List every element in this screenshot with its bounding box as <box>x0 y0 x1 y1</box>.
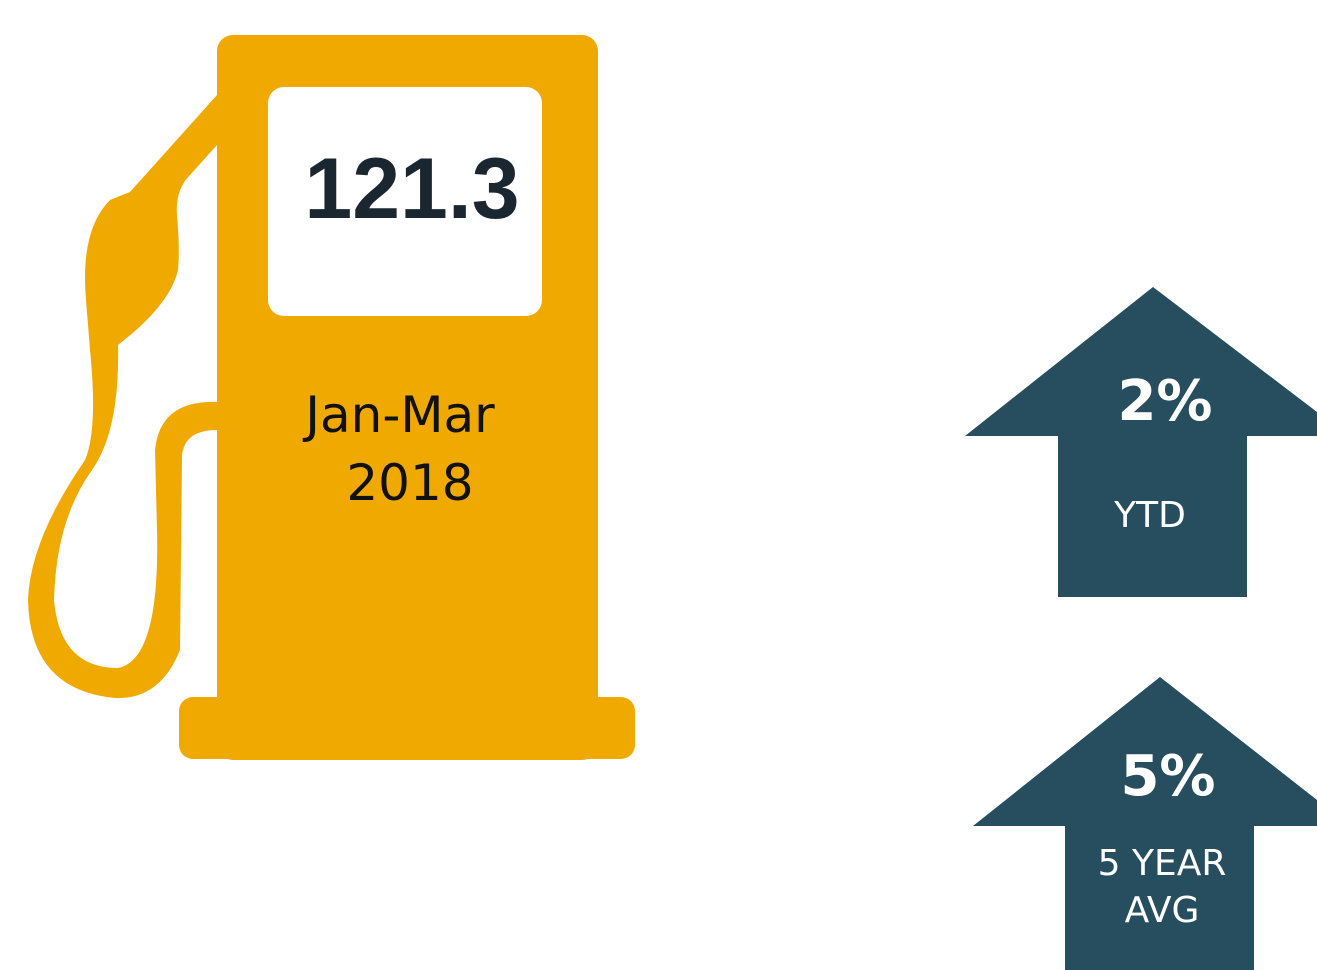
indicator-label: AVG <box>1125 890 1200 931</box>
indicator-label: YTD <box>1113 495 1186 536</box>
indicator-label: 5 YEAR <box>1098 843 1227 884</box>
pump-period: 2018 <box>346 454 473 512</box>
indicator-value: 2% <box>1117 369 1212 434</box>
pump-hose <box>28 95 217 699</box>
indicator-value: 5% <box>1120 744 1215 809</box>
pump-display <box>268 87 542 316</box>
up-arrow <box>973 677 1317 970</box>
pump-base <box>179 697 635 759</box>
up-arrow <box>965 287 1317 597</box>
pump-value: 121.3 <box>304 141 519 237</box>
pump-period: Jan-Mar <box>302 386 495 444</box>
